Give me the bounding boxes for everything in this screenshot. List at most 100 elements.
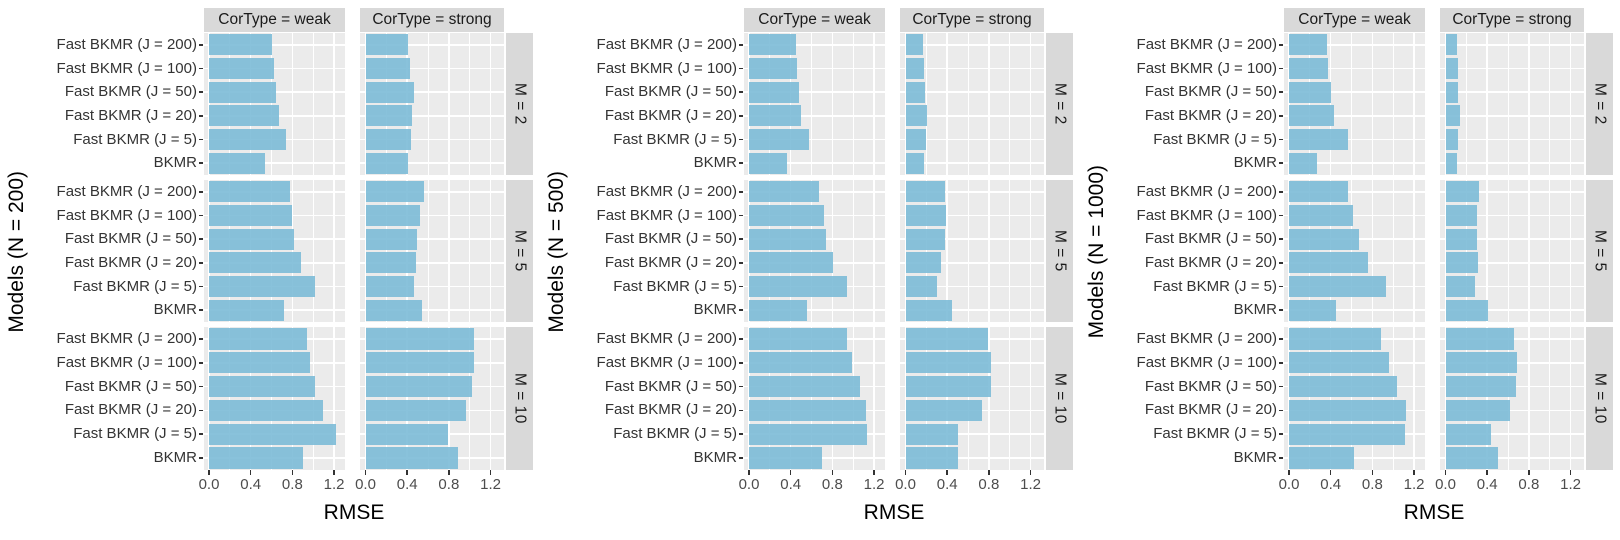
bar [1445,447,1498,469]
gridline [312,327,314,470]
gridline [1288,180,1290,322]
gridline [249,327,252,470]
x-tick [831,470,834,475]
gridline [900,138,1044,141]
gridline [1392,180,1394,322]
gridline [1444,327,1447,470]
category-label: Fast BKMR (J = 200) [596,329,737,347]
x-tick-label: 0.8 [1518,476,1540,493]
gridline [900,67,1044,70]
gridline [900,262,1044,264]
gridline [1569,33,1572,175]
bar [749,228,827,250]
y-tick [198,338,203,340]
gridline [1569,180,1572,322]
gridline [469,180,471,322]
gridline [1351,33,1352,175]
x-axis-title: RMSE [1403,501,1465,524]
category-label: Fast BKMR (J = 50) [1144,230,1277,248]
y-tick [1278,262,1283,264]
facet-row-strip: M = 5 [506,180,533,322]
bar [749,447,822,469]
category-label: Fast BKMR (J = 20) [1144,106,1277,124]
x-tick [489,470,492,475]
gridline [1440,262,1584,264]
category-label: Fast BKMR (J = 20) [64,106,197,124]
y-tick [738,285,743,288]
gridline [1440,44,1584,46]
panel [1284,327,1425,470]
chart-group: Models (N = 200) CorType = weak CorType = … [0,0,540,540]
gridline [873,327,875,470]
bar [209,81,276,103]
gridline [769,33,771,175]
facet-col-strip: CorType = strong [1440,8,1584,32]
facet-col-strip: CorType = strong [360,8,504,32]
gridline [904,180,907,322]
category-label: BKMR [153,154,197,172]
x-tick [748,470,750,475]
gridline [406,33,408,175]
gridline [448,33,450,175]
y-tick [1278,338,1283,340]
y-tick [1278,409,1283,412]
category-label: Fast BKMR (J = 50) [1144,377,1277,395]
gridline [1329,327,1332,470]
bar [209,399,323,422]
gridline [748,33,750,175]
x-tick [1371,470,1374,475]
bar [365,352,474,374]
panel [204,33,345,175]
y-tick [198,262,203,264]
category-label: BKMR [1233,154,1277,172]
gridline [1329,180,1332,322]
category-label: BKMR [153,449,197,467]
facet-row-strip: M = 2 [1586,33,1613,175]
y-tick [1278,191,1283,193]
x-tick [1486,470,1488,475]
bar [365,81,415,103]
facet-row-strip-label: M = 10 [511,373,529,424]
y-tick [1278,115,1283,117]
bar [365,399,466,422]
gridline [1351,180,1352,322]
bar [1445,275,1475,298]
gridline [1440,433,1584,436]
gridline [988,327,990,470]
gridline [204,162,345,164]
y-tick [738,115,743,117]
facet-row-strip-label: M = 10 [1051,373,1069,424]
gridline [1507,327,1509,470]
gridline [744,44,885,46]
facet-row-strip-label: M = 5 [1051,230,1069,272]
gridline [249,33,252,175]
gridline [1549,33,1551,175]
gridline [204,67,345,70]
gridline [1288,327,1290,470]
bar [749,181,819,203]
gridline [1413,327,1415,470]
gridline [204,44,345,46]
category-label: Fast BKMR (J = 100) [596,353,737,371]
gridline [1392,33,1394,175]
y-tick [1278,67,1283,70]
bar [749,57,797,80]
gridline [271,33,272,175]
gridline [360,91,504,93]
gridline [900,309,1044,311]
category-label: Fast BKMR (J = 200) [56,182,197,200]
x-axis-title: RMSE [323,501,385,524]
x-tick-label: 1.2 [323,476,345,493]
bar [365,252,416,274]
category-label: Fast BKMR (J = 20) [604,106,737,124]
gridline [1284,115,1425,117]
panel [900,327,1044,470]
bar [1445,252,1478,274]
panel [1440,33,1584,175]
category-label: Fast BKMR (J = 100) [596,59,737,77]
bar [365,228,417,250]
bar [905,399,982,422]
x-tick-label: 0.0 [1435,476,1456,493]
x-tick [291,470,294,475]
bar [209,252,301,274]
